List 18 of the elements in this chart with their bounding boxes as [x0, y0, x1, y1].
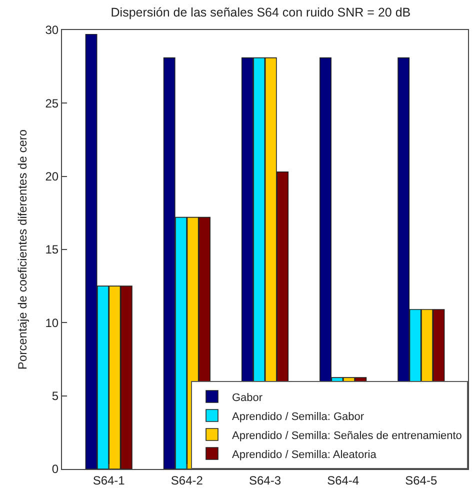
y-tick-label: 25: [45, 96, 59, 110]
legend-label: Gabor: [232, 392, 263, 404]
x-tick-label: S64-3: [248, 473, 282, 488]
y-axis-title: Porcentaje de coeficientes diferentes de cero: [16, 129, 30, 370]
y-tick-label: 0: [52, 462, 59, 476]
x-tick-label: S64-5: [405, 473, 438, 488]
legend-label: Aprendido / Semilla: Aleatoria: [232, 448, 378, 461]
legend-label: Aprendido / Semilla: Gabor: [232, 410, 364, 423]
y-tick-label: 30: [45, 23, 59, 38]
chart-title: Dispersión de las señales S64 con ruido SNR = 20 dB: [110, 5, 411, 20]
y-tick-label: 5: [52, 389, 59, 404]
x-tick-label: S64-2: [170, 473, 204, 488]
y-tick-label: 10: [45, 316, 59, 330]
legend-label: Aprendido / Semilla: Señales de entrenamiento: [232, 430, 462, 442]
y-tick-label: 15: [45, 242, 59, 257]
x-tick-label: S64-1: [92, 473, 126, 488]
y-tick-label: 20: [45, 170, 59, 184]
x-tick-label: S64-4: [327, 473, 360, 488]
